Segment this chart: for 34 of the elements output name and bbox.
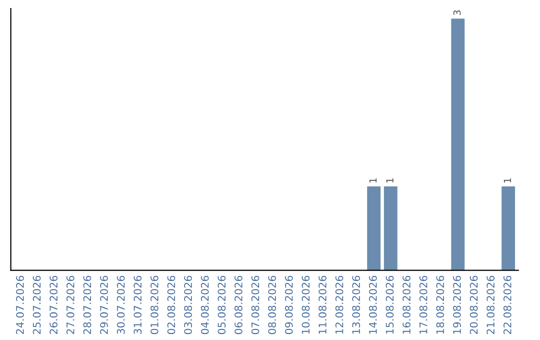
x-tick-label: 02.08.2026 <box>167 276 176 334</box>
data-label: 3 <box>453 10 461 16</box>
x-tick-label: 08.08.2026 <box>268 276 276 334</box>
data-label: 1 <box>504 178 511 183</box>
x-tick-label: 24.07.2026 <box>16 276 24 334</box>
x-tick-label: 04.08.2026 <box>200 276 209 334</box>
x-tick-label: 22.08.2026 <box>503 276 512 334</box>
x-tick-label: 20.08.2026 <box>470 276 478 334</box>
data-label: 1 <box>386 178 394 183</box>
x-tick-label: 14.08.2026 <box>368 276 377 334</box>
x-tick-label: 26.07.2026 <box>50 276 58 334</box>
x-tick-label: 19.08.2026 <box>453 276 461 334</box>
x-tick-label: 28.07.2026 <box>83 276 92 334</box>
x-tick-label: 13.08.2026 <box>352 276 360 334</box>
x-tick-label: 03.08.2026 <box>184 276 192 334</box>
x-tick-label: 29.07.2026 <box>100 276 108 334</box>
x-tick-label: 30.07.2026 <box>116 276 125 334</box>
x-tick-label: 12.08.2026 <box>335 276 344 334</box>
x-tick-label: 11.08.2026 <box>318 276 326 334</box>
x-tick-label: 15.08.2026 <box>386 276 394 334</box>
x-tick-label: 18.08.2026 <box>436 276 444 334</box>
x-tick-label: 07.08.2026 <box>251 276 260 334</box>
x-tick-label: 01.08.2026 <box>150 276 158 334</box>
x-tick-label: 06.08.2026 <box>234 276 242 334</box>
x-tick-label: 10.08.2026 <box>302 276 310 334</box>
x-tick-label: 17.08.2026 <box>419 276 428 334</box>
x-tick-label: 05.08.2026 <box>218 276 226 334</box>
x-tick-label: 16.08.2026 <box>402 276 410 334</box>
x-tick-label: 25.07.2026 <box>32 276 41 334</box>
x-tick-label: 21.08.2026 <box>486 276 495 334</box>
x-tick-label: 31.07.2026 <box>134 276 142 334</box>
x-tick-label: 27.07.2026 <box>66 276 74 334</box>
data-label: 1 <box>369 178 377 183</box>
x-tick-label: 09.08.2026 <box>284 276 293 334</box>
